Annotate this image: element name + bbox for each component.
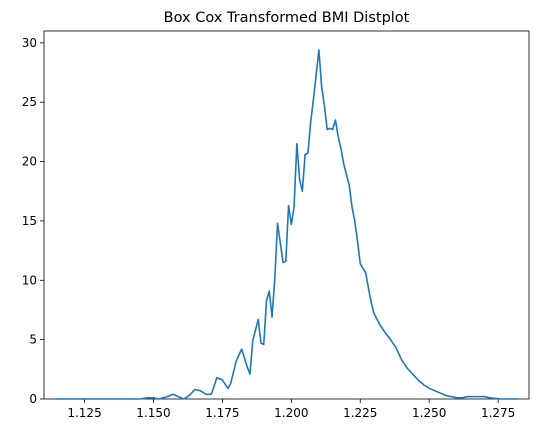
series-group bbox=[54, 49, 519, 400]
y-tick-label: 15 bbox=[22, 214, 37, 228]
x-tick-label: 1.275 bbox=[481, 406, 515, 420]
x-tick-label: 1.175 bbox=[205, 406, 239, 420]
y-tick-label: 25 bbox=[22, 95, 37, 109]
density-line-series-0 bbox=[54, 49, 519, 400]
x-tick-label: 1.225 bbox=[343, 406, 377, 420]
x-tick-label: 1.125 bbox=[67, 406, 101, 420]
y-tick-label: 5 bbox=[29, 333, 37, 347]
x-tick-label: 1.200 bbox=[274, 406, 308, 420]
y-tick-label: 30 bbox=[22, 36, 37, 50]
x-tick-label: 1.250 bbox=[412, 406, 446, 420]
x-tick-label: 1.150 bbox=[136, 406, 170, 420]
y-tick-label: 20 bbox=[22, 155, 37, 169]
y-tick-label: 0 bbox=[29, 392, 37, 406]
y-tick-label: 10 bbox=[22, 273, 37, 287]
axes bbox=[43, 30, 530, 400]
plot-frame bbox=[43, 30, 530, 400]
ticks: 1.125 1.150 1.175 1.200 1.225 1.250 1.275 0 5 10 1… bbox=[22, 36, 516, 420]
chart-title: Box Cox Transformed BMI Distplot bbox=[164, 10, 410, 26]
